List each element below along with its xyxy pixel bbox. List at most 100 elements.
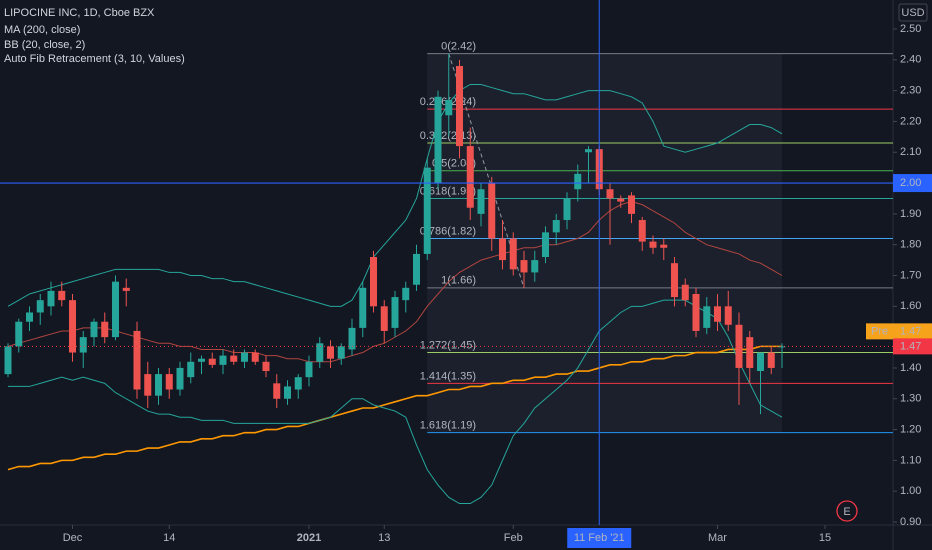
candle-body xyxy=(294,377,302,390)
fib-label: 1.272(1.45) xyxy=(420,339,476,351)
candle-body xyxy=(391,297,399,328)
candle-body xyxy=(155,374,162,396)
candle-body xyxy=(778,346,786,348)
x-tick-label: 15 xyxy=(819,532,831,544)
candle-body xyxy=(316,343,324,362)
candle-body xyxy=(574,173,582,190)
premarket-value: 1.47 xyxy=(900,325,921,337)
y-tick-label: 1.10 xyxy=(900,454,921,466)
candle-body xyxy=(380,306,388,331)
crosshair-time-label: 11 Feb '21 xyxy=(574,532,625,544)
x-tick-label: Feb xyxy=(504,532,523,544)
chart-title: LIPOCINE INC, 1D, Cboe BZX xyxy=(4,7,155,19)
candle-body xyxy=(488,183,496,239)
candle-body xyxy=(133,330,141,390)
plot-area: 0(2.42)0.236(2.24)0.382(2.13)0.5(2.04)0.… xyxy=(0,41,893,505)
candle-body xyxy=(681,284,689,301)
candle-body xyxy=(359,287,367,328)
y-tick-label: 1.30 xyxy=(900,393,921,405)
candle-body xyxy=(101,321,109,338)
candle-body xyxy=(122,287,130,291)
fib-label: 0.382(2.13) xyxy=(420,130,476,142)
candle-body xyxy=(542,232,549,258)
y-tick-label: 1.90 xyxy=(900,208,921,220)
candle-body xyxy=(47,290,55,307)
candle-body xyxy=(692,293,700,331)
x-tick-label: 2021 xyxy=(297,532,321,544)
candle-body xyxy=(165,374,173,390)
indicator-label[interactable]: Auto Fib Retracement (3, 10, Values) xyxy=(4,53,185,65)
earnings-label[interactable]: E xyxy=(843,506,850,518)
candle-body xyxy=(327,346,334,359)
last-price-tag xyxy=(893,338,932,355)
indicator-line xyxy=(7,83,783,307)
candle-body xyxy=(273,383,281,399)
candle-body xyxy=(638,220,646,242)
last-price-label: 1.47 xyxy=(900,340,921,352)
candle-body xyxy=(660,244,668,248)
y-tick-label: 1.20 xyxy=(900,423,921,435)
candle-body xyxy=(606,189,614,199)
candle-body xyxy=(230,355,238,362)
candle-body xyxy=(4,346,12,375)
candle-body xyxy=(69,300,76,353)
candle-body xyxy=(187,361,195,378)
y-tick-label: 1.80 xyxy=(900,239,921,251)
candle-body xyxy=(520,260,528,273)
candle-body xyxy=(262,361,270,372)
fib-label: 0.618(1.95) xyxy=(420,185,476,197)
indicator-label[interactable]: MA (200, close) xyxy=(4,24,80,36)
candle-body xyxy=(703,306,711,328)
candle-body xyxy=(466,146,474,208)
fib-label: 1(1.66) xyxy=(441,275,476,287)
candle-body xyxy=(36,300,44,313)
y-tick-label: 2.10 xyxy=(900,146,921,158)
candle-body xyxy=(337,346,345,359)
candle-body xyxy=(434,96,442,184)
candle-body xyxy=(509,238,517,270)
candle-body xyxy=(724,306,732,325)
candle-body xyxy=(445,99,453,116)
candle-body xyxy=(219,355,227,365)
fib-label: 0.5(2.04) xyxy=(432,158,476,170)
candle-body xyxy=(531,260,539,273)
x-tick-label: Mar xyxy=(708,532,727,544)
earnings-marker xyxy=(836,500,858,522)
fib-zone xyxy=(427,53,782,433)
indicator-label[interactable]: BB (20, close, 2) xyxy=(4,39,85,51)
currency[interactable]: USD xyxy=(901,7,924,19)
candle-body xyxy=(26,312,33,322)
y-tick-label: 2.20 xyxy=(900,115,921,127)
y-tick-label: 2.40 xyxy=(900,54,921,66)
candle-body xyxy=(176,367,184,390)
candle-body xyxy=(58,290,66,301)
candle-body xyxy=(112,281,119,338)
y-tick-label: 1.40 xyxy=(900,362,921,374)
fib-label: 1.618(1.19) xyxy=(420,420,476,432)
x-tick-label: Dec xyxy=(63,532,83,544)
candle-body xyxy=(15,321,23,347)
y-tick-label: 1.00 xyxy=(900,485,921,497)
candle-body xyxy=(671,263,678,298)
premarket-label: Pre xyxy=(871,325,888,337)
fib-label: 0.786(1.82) xyxy=(420,225,476,237)
y-tick-label: 2.30 xyxy=(900,85,921,97)
candle-body xyxy=(757,352,764,372)
candle-body xyxy=(499,238,506,261)
x-tick-label: 13 xyxy=(378,532,390,544)
candle-body xyxy=(208,358,216,365)
candle-body xyxy=(198,358,205,362)
candle-body xyxy=(552,220,560,233)
candle-body xyxy=(370,257,377,307)
fib-label: 1.414(1.35) xyxy=(420,370,476,382)
candle-body xyxy=(79,337,87,353)
fib-label: 0(2.42) xyxy=(441,41,476,53)
candle-body xyxy=(649,241,657,248)
candle-body xyxy=(714,306,721,322)
candle-body xyxy=(735,324,743,368)
currency-box[interactable] xyxy=(898,3,928,22)
candle-body xyxy=(284,386,291,399)
